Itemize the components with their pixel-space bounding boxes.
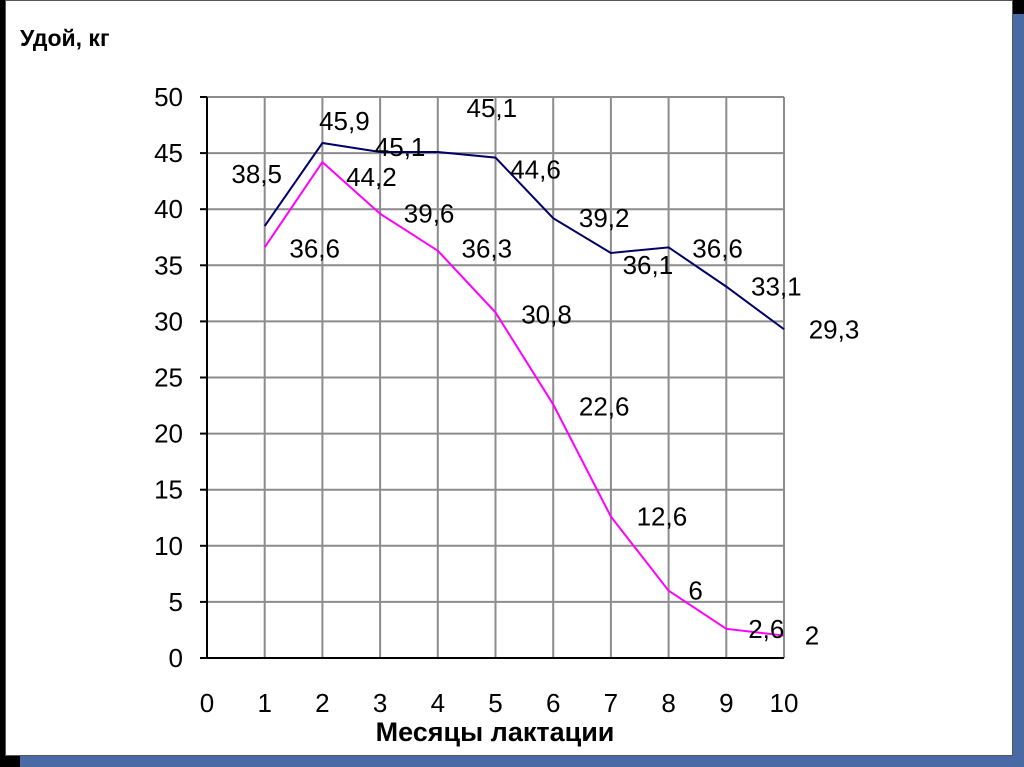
data-label: 6 [688, 576, 702, 606]
data-label: 29,3 [809, 314, 860, 344]
y-tick-label: 40 [154, 194, 183, 224]
data-label: 36,6 [692, 233, 743, 263]
data-label: 2,6 [748, 614, 784, 644]
data-label: 45,1 [466, 93, 517, 123]
x-tick-label: 1 [257, 688, 271, 718]
data-label: 39,2 [579, 203, 630, 233]
y-tick-label: 20 [154, 419, 183, 449]
data-label: 44,2 [346, 162, 397, 192]
x-tick-label: 6 [546, 688, 560, 718]
y-tick-label: 10 [154, 531, 183, 561]
x-tick-label: 4 [431, 688, 445, 718]
x-tick-label: 10 [770, 688, 799, 718]
x-tick-label: 0 [200, 688, 214, 718]
data-label: 22,6 [579, 391, 630, 421]
series-line-2 [263, 160, 785, 637]
x-axis-title: Месяцы лактации [376, 717, 615, 747]
y-tick-label: 0 [169, 643, 183, 673]
data-label: 45,1 [375, 132, 426, 162]
data-label: 33,1 [751, 272, 802, 302]
data-label: 12,6 [637, 502, 688, 532]
y-tick-label: 50 [154, 82, 183, 112]
data-label: 38,5 [231, 159, 282, 189]
y-tick-label: 15 [154, 475, 183, 505]
x-tick-label: 7 [604, 688, 618, 718]
y-tick-label: 45 [154, 138, 183, 168]
data-label: 45,9 [319, 106, 370, 136]
x-tick-label: 2 [315, 688, 329, 718]
x-tick-label: 9 [719, 688, 733, 718]
data-label: 36,1 [623, 250, 674, 280]
data-label: 39,6 [404, 199, 455, 229]
y-tick-label: 35 [154, 250, 183, 280]
y-tick-label: 30 [154, 306, 183, 336]
data-label: 36,6 [289, 233, 340, 263]
data-label: 44,6 [510, 155, 561, 185]
y-tick-label: 5 [169, 587, 183, 617]
y-tick-label: 25 [154, 363, 183, 393]
data-label: 30,8 [521, 299, 572, 329]
x-tick-label: 8 [661, 688, 675, 718]
x-tick-label: 5 [488, 688, 502, 718]
x-tick-label: 3 [373, 688, 387, 718]
data-label: 36,3 [461, 234, 512, 264]
series-line-1 [263, 141, 785, 331]
data-label: 2 [805, 621, 819, 651]
y-axis-title: Удой, кг [20, 25, 110, 51]
